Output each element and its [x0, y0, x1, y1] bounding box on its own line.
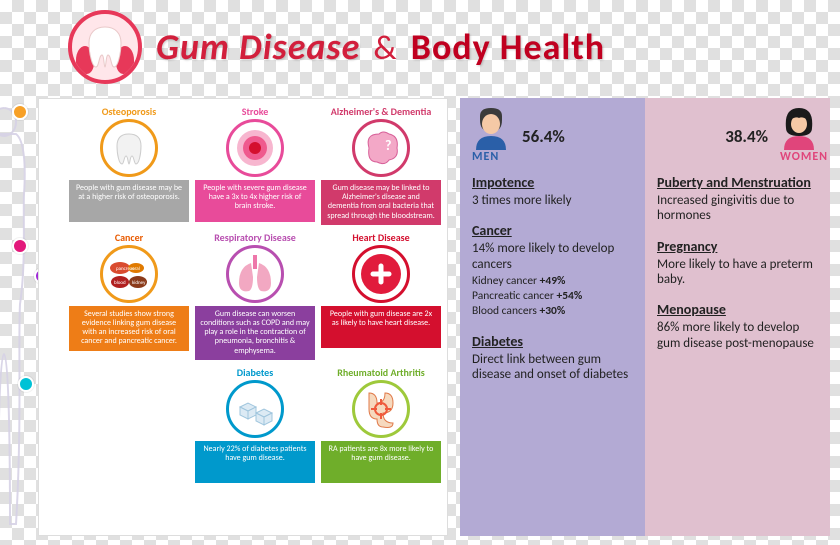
gender-section: Diabetes Direct link between gum disease … — [472, 333, 633, 383]
svg-text:kidney: kidney — [132, 280, 146, 286]
condition-title: Alzheimer's & Dementia — [321, 105, 441, 117]
condition-icon — [226, 119, 284, 177]
section-heading: Puberty and Menstruation — [657, 174, 818, 191]
section-heading: Impotence — [472, 174, 633, 191]
body-dot — [12, 104, 28, 120]
condition-desc: People with gum disease are 2x as likely… — [321, 306, 441, 348]
condition-desc: People with gum disease may be at a high… — [69, 180, 189, 222]
condition-icon: ? — [352, 119, 410, 177]
condition-desc: Gum disease can worsen conditions such a… — [195, 306, 315, 360]
condition-title: Rheumatoid Arthritis — [321, 366, 441, 378]
section-text: 86% more likely to develop gum disease p… — [657, 320, 818, 351]
men-label: MEN — [472, 150, 510, 164]
condition-desc: Gum disease may be linked to Alzheimer's… — [321, 180, 441, 225]
section-text: 14% more likely to develop cancers — [472, 241, 633, 272]
condition-icon — [226, 245, 284, 303]
title-part-1: Gum Disease — [156, 25, 360, 69]
title-ampersand: & — [369, 28, 401, 69]
condition-title: Heart Disease — [321, 231, 441, 243]
condition-card: Rheumatoid Arthritis RA patients are 8x m… — [321, 366, 441, 483]
condition-card: Stroke People with severe gum disease hav… — [195, 105, 315, 225]
woman-avatar-icon: WOMEN — [780, 108, 818, 164]
section-text: Direct link between gum disease and onse… — [472, 352, 633, 383]
condition-icon — [352, 380, 410, 438]
condition-title: Osteoporosis — [69, 105, 189, 117]
women-label: WOMEN — [780, 150, 818, 164]
condition-card: Diabetes Nearly 22% of diabetes patients … — [195, 366, 315, 483]
conditions-panel: Osteoporosis People with gum disease may … — [38, 98, 448, 536]
condition-desc: RA patients are 8x more likely to have g… — [321, 441, 441, 483]
condition-desc: Nearly 22% of diabetes patients have gum… — [195, 441, 315, 483]
condition-icon: pancreasoralbloodkidney — [100, 245, 158, 303]
condition-icon — [226, 380, 284, 438]
header: Gum Disease & Body Health — [68, 10, 605, 84]
condition-desc: Several studies show strong evidence lin… — [69, 306, 189, 351]
gender-panel: MEN 56.4% Impotence 3 times more likely Ca… — [460, 98, 830, 536]
condition-card: Alzheimer's & Dementia? Gum disease may b… — [321, 105, 441, 225]
human-body-outline-icon — [0, 104, 34, 534]
condition-card: Heart Disease People with gum disease are… — [321, 231, 441, 360]
condition-title: Stroke — [195, 105, 315, 117]
body-dot — [12, 238, 28, 254]
condition-title: Diabetes — [195, 366, 315, 378]
gender-section: Cancer 14% more likely to develop cancers… — [472, 222, 633, 318]
page-title: Gum Disease & Body Health — [156, 25, 605, 69]
condition-title: Cancer — [69, 231, 189, 243]
gender-section: Pregnancy More likely to have a preterm b… — [657, 238, 818, 288]
men-percentage: 56.4% — [522, 126, 565, 147]
men-column: MEN 56.4% Impotence 3 times more likely Ca… — [460, 98, 645, 536]
section-text: Increased gingivitis due to hormones — [657, 193, 818, 224]
section-text: More likely to have a preterm baby. — [657, 257, 818, 288]
women-column: WOMEN 38.4% Puberty and Menstruation Incr… — [645, 98, 830, 536]
section-heading: Pregnancy — [657, 238, 818, 255]
gender-section: Menopause 86% more likely to develop gum … — [657, 301, 818, 351]
condition-icon — [352, 245, 410, 303]
body-dot — [18, 376, 34, 392]
title-part-2: Body Health — [411, 25, 605, 69]
svg-text:oral: oral — [132, 266, 140, 272]
condition-icon — [100, 119, 158, 177]
tooth-icon — [85, 25, 125, 69]
gender-section: Puberty and Menstruation Increased gingiv… — [657, 174, 818, 224]
svg-text:blood: blood — [114, 280, 126, 286]
section-heading: Menopause — [657, 301, 818, 318]
svg-text:?: ? — [385, 137, 392, 154]
condition-card: CancerpancreasoralbloodkidneySeveral stu… — [69, 231, 189, 360]
section-sublist: Kidney cancer +49%Pancreatic cancer +54%… — [472, 274, 633, 319]
women-percentage: 38.4% — [725, 126, 768, 147]
condition-card: Osteoporosis People with gum disease may … — [69, 105, 189, 225]
condition-card: Respiratory Disease Gum disease can wors… — [195, 231, 315, 360]
section-text: 3 times more likely — [472, 193, 633, 208]
section-heading: Diabetes — [472, 333, 633, 350]
condition-title: Respiratory Disease — [195, 231, 315, 243]
section-heading: Cancer — [472, 222, 633, 239]
man-avatar-icon: MEN — [472, 108, 510, 164]
tooth-badge-icon — [68, 10, 142, 84]
gender-section: Impotence 3 times more likely — [472, 174, 633, 208]
condition-desc: People with severe gum disease have a 3x… — [195, 180, 315, 222]
